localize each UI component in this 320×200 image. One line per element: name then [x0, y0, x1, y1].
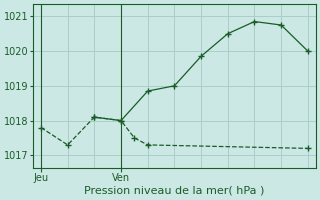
X-axis label: Pression niveau de la mer( hPa ): Pression niveau de la mer( hPa ) [84, 186, 265, 196]
